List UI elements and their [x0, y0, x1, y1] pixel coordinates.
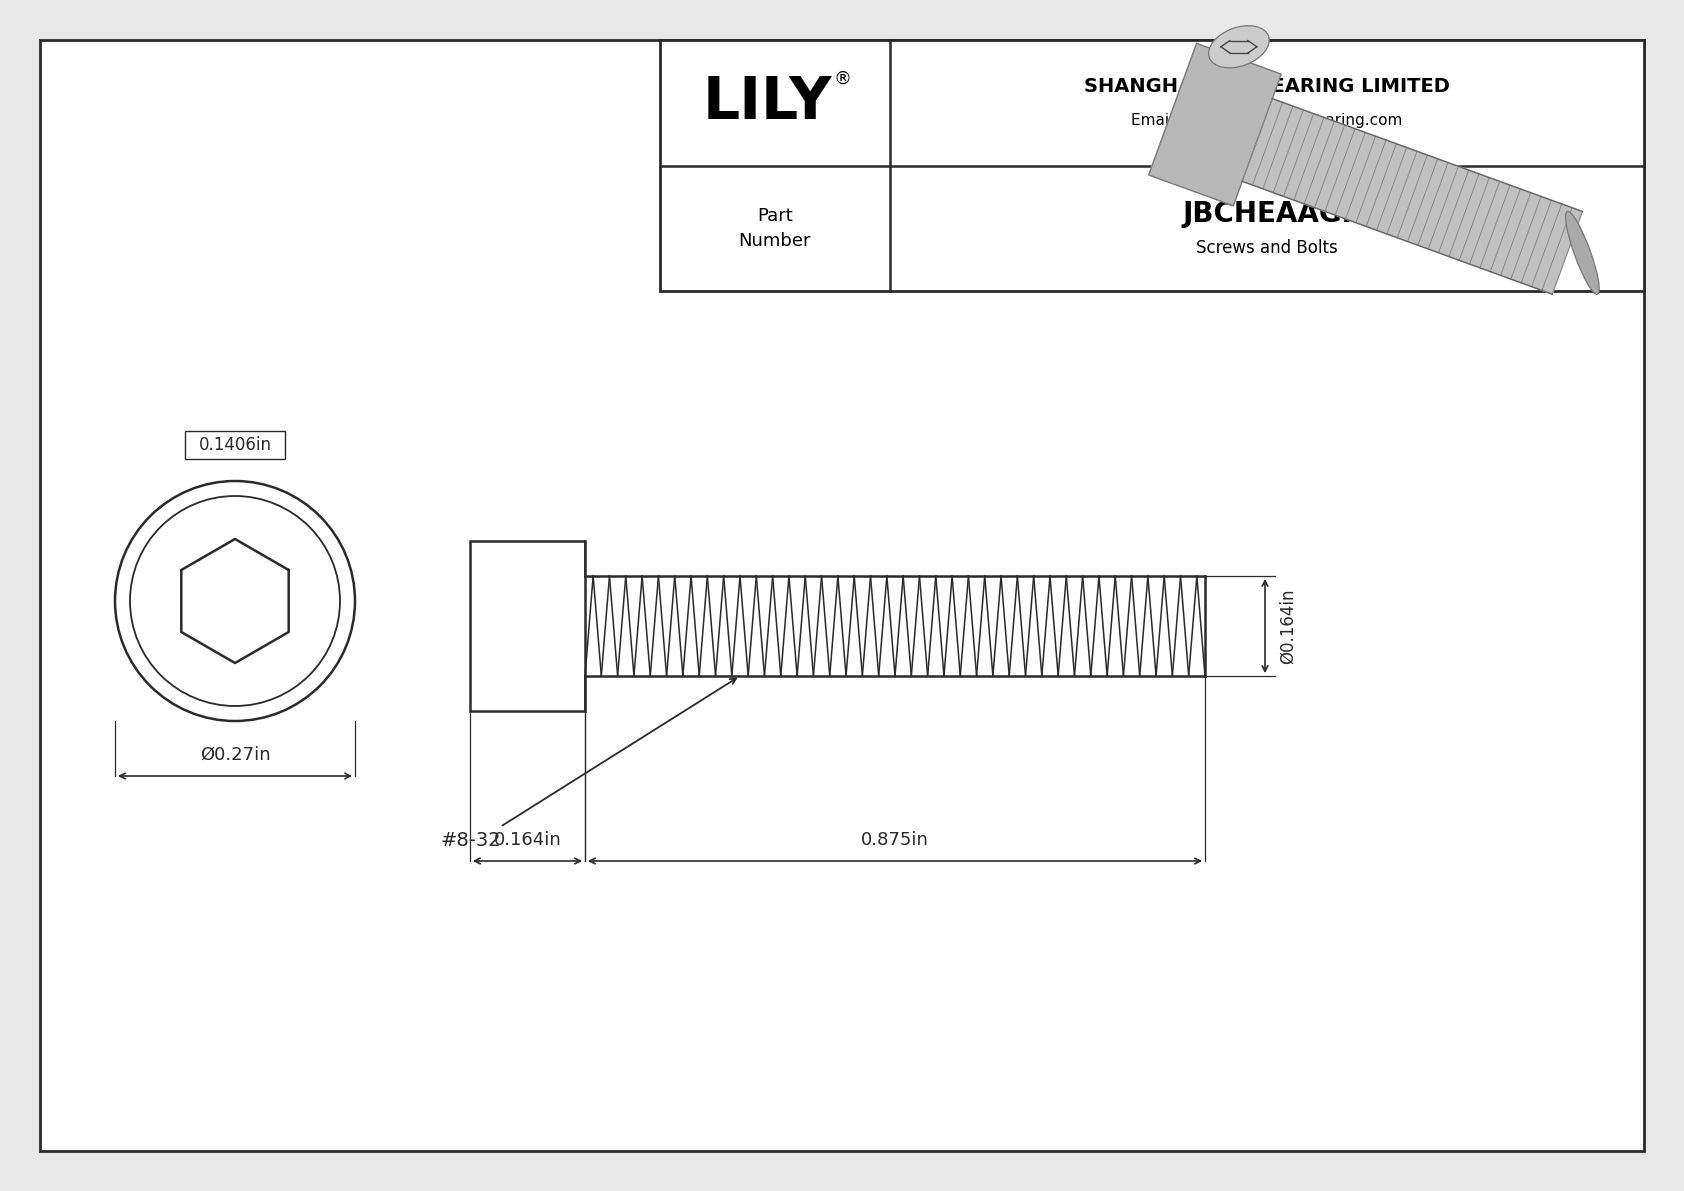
Ellipse shape: [1566, 211, 1600, 294]
Bar: [470, 541, 584, 711]
Text: Screws and Bolts: Screws and Bolts: [1196, 239, 1337, 257]
Polygon shape: [1148, 43, 1282, 206]
Ellipse shape: [1209, 26, 1270, 68]
Text: SHANGHAI LILY BEARING LIMITED: SHANGHAI LILY BEARING LIMITED: [1084, 77, 1450, 96]
Text: 0.875in: 0.875in: [861, 831, 930, 849]
Text: 0.164in: 0.164in: [493, 831, 561, 849]
Polygon shape: [1243, 99, 1583, 294]
Text: #8-32: #8-32: [440, 831, 500, 850]
Bar: [584, 576, 1206, 676]
Text: LILY: LILY: [702, 74, 832, 131]
Text: Ø0.27in: Ø0.27in: [200, 746, 271, 763]
Text: Ø0.164in: Ø0.164in: [1280, 588, 1297, 663]
Text: Part
Number: Part Number: [739, 207, 812, 250]
Bar: [185, 431, 285, 459]
Text: Email: lilybearing@lily-bearing.com: Email: lilybearing@lily-bearing.com: [1132, 113, 1403, 129]
Circle shape: [115, 481, 355, 721]
Text: ®: ®: [834, 70, 852, 88]
Text: JBCHEAAGI: JBCHEAAGI: [1182, 200, 1352, 229]
Text: 0.1406in: 0.1406in: [199, 436, 271, 454]
Bar: [660, 40, 1644, 291]
